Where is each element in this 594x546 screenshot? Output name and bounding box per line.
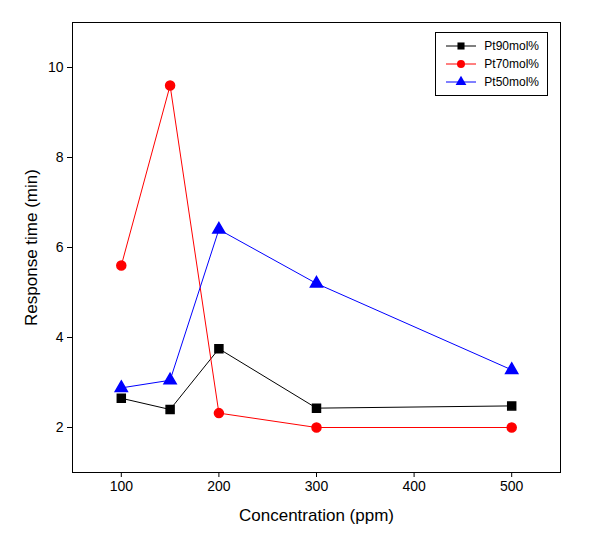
- svg-text:500: 500: [500, 478, 524, 494]
- svg-text:Concentration (ppm): Concentration (ppm): [239, 506, 394, 525]
- svg-text:400: 400: [402, 478, 426, 494]
- html-text:Pt50mol%: Pt50mol%: [484, 75, 539, 89]
- svg-text:100: 100: [110, 478, 134, 494]
- svg-text:10: 10: [48, 59, 64, 75]
- svg-text:4: 4: [56, 329, 64, 345]
- svg-text:Response time (min): Response time (min): [22, 169, 41, 326]
- svg-text:6: 6: [56, 239, 64, 255]
- svg-text:8: 8: [56, 149, 64, 165]
- svg-text:2: 2: [56, 419, 64, 435]
- svg-text:200: 200: [207, 478, 231, 494]
- html-text:Pt90mol%: Pt90mol%: [484, 39, 539, 53]
- html-text:Pt70mol%: Pt70mol%: [484, 57, 539, 71]
- svg-text:300: 300: [305, 478, 329, 494]
